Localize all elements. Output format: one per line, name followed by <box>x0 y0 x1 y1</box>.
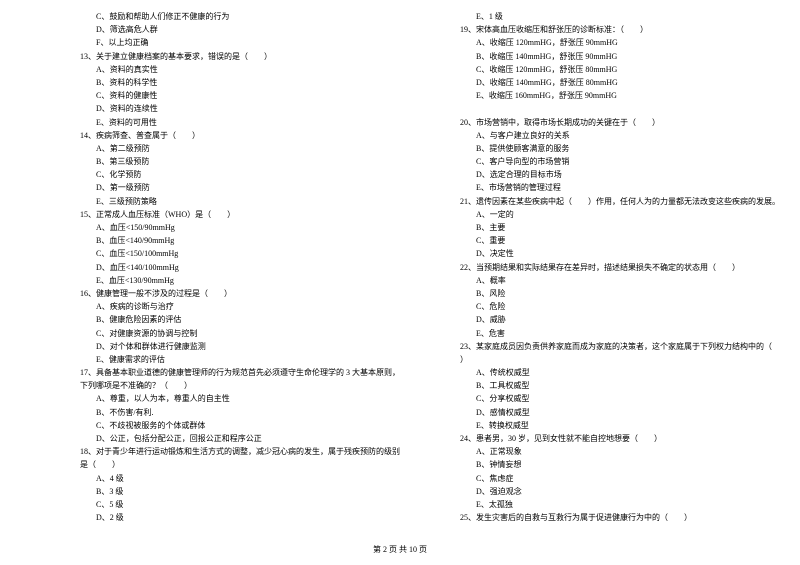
exam-line: 16、健康管理一般不涉及的过程是（ ） <box>80 287 400 300</box>
exam-line: B、第三级预防 <box>80 155 400 168</box>
exam-line: E、健康需求的评估 <box>80 353 400 366</box>
exam-line: B、血压<140/90mmHg <box>80 234 400 247</box>
exam-line: C、化学预防 <box>80 168 400 181</box>
page-footer: 第 2 页 共 10 页 <box>0 544 800 555</box>
exam-line: A、疾病的诊断与治疗 <box>80 300 400 313</box>
exam-line: A、第二级预防 <box>80 142 400 155</box>
exam-line: A、概率 <box>460 274 780 287</box>
exam-line: 15、正常成人血压标准（WHO）是（ ） <box>80 208 400 221</box>
exam-line: E、血压<130/90mmHg <box>80 274 400 287</box>
exam-line: 20、市场营销中，取得市场长期成功的关键在于（ ） <box>460 116 780 129</box>
exam-line: D、筛选高危人群 <box>80 23 400 36</box>
exam-line: C、危险 <box>460 300 780 313</box>
exam-line: D、2 级 <box>80 511 400 524</box>
exam-line: 24、患者男，30 岁，见到女性就不能自控地想要（ ） <box>460 432 780 445</box>
exam-line: E、收缩压 160mmHG，舒张压 90mmHG <box>460 89 780 102</box>
exam-line: E、转换权威型 <box>460 419 780 432</box>
exam-line: A、一定的 <box>460 208 780 221</box>
exam-line: 14、疾病筛查、普查属于（ ） <box>80 129 400 142</box>
exam-line: E、三级预防策略 <box>80 195 400 208</box>
exam-line: B、不伤害/有利. <box>80 406 400 419</box>
exam-line: 17、具备基本职业道德的健康管理师的行为规范首先必须遵守生命伦理学的 3 大基本… <box>80 366 400 379</box>
exam-line: B、钟情妄想 <box>460 458 780 471</box>
exam-line: B、工具权威型 <box>460 379 780 392</box>
exam-line: 21、遗传因素在某些疾病中起（ ）作用，任何人为的力量都无法改变这些疾病的发展。 <box>460 195 780 208</box>
exam-line: C、鼓励和帮助人们修正不健康的行为 <box>80 10 400 23</box>
exam-line: B、健康危险因素的评估 <box>80 313 400 326</box>
exam-line: C、不歧视被服务的个体或群体 <box>80 419 400 432</box>
exam-line: B、资料的科学性 <box>80 76 400 89</box>
exam-line: C、5 级 <box>80 498 400 511</box>
exam-line: E、危害 <box>460 327 780 340</box>
exam-line: A、资料的真实性 <box>80 63 400 76</box>
exam-line: D、收缩压 140mmHG，舒张压 80mmHG <box>460 76 780 89</box>
exam-line: B、主要 <box>460 221 780 234</box>
exam-line: E、太孤独 <box>460 498 780 511</box>
exam-line: D、决定性 <box>460 247 780 260</box>
exam-line: E、1 级 <box>460 10 780 23</box>
exam-line: 22、当预期结果和实际结果存在差异时，描述结果损失不确定的状态用（ ） <box>460 261 780 274</box>
exam-line: A、血压<150/90mmHg <box>80 221 400 234</box>
exam-line: B、3 级 <box>80 485 400 498</box>
exam-line: A、传统权威型 <box>460 366 780 379</box>
exam-line: A、收缩压 120mmHG，舒张压 90mmHG <box>460 36 780 49</box>
exam-line: D、对个体和群体进行健康监测 <box>80 340 400 353</box>
exam-line: E、市场营销的管理过程 <box>460 181 780 194</box>
exam-line: A、与客户建立良好的关系 <box>460 129 780 142</box>
exam-line: A、4 级 <box>80 472 400 485</box>
left-column: C、鼓励和帮助人们修正不健康的行为D、筛选高危人群F、以上均正确13、关于建立健… <box>80 10 400 524</box>
exam-line: 19、宋体高血压收缩压和舒张压的诊断标准：（ ） <box>460 23 780 36</box>
exam-line: B、风险 <box>460 287 780 300</box>
exam-line: 是（ ） <box>80 458 400 471</box>
exam-line: ） <box>460 353 780 366</box>
exam-line: C、分享权威型 <box>460 392 780 405</box>
exam-line: 13、关于建立健康档案的基本要求，错误的是（ ） <box>80 50 400 63</box>
exam-line: E、资料的可用性 <box>80 116 400 129</box>
exam-line: A、尊重，以人为本，尊重人的自主性 <box>80 392 400 405</box>
exam-line: 25、发生灾害后的自救与互救行为属于促进健康行为中的（ ） <box>460 511 780 524</box>
page-content: C、鼓励和帮助人们修正不健康的行为D、筛选高危人群F、以上均正确13、关于建立健… <box>0 0 800 524</box>
exam-line: C、对健康资源的协调与控制 <box>80 327 400 340</box>
exam-line: C、收缩压 120mmHG，舒张压 80mmHG <box>460 63 780 76</box>
exam-line <box>460 102 780 115</box>
exam-line: D、强迫观念 <box>460 485 780 498</box>
exam-line: 18、对于青少年进行运动锻炼和生活方式的调整，减少冠心病的发生，属于残疾预防的级… <box>80 445 400 458</box>
exam-line: F、以上均正确 <box>80 36 400 49</box>
exam-line: D、资料的连续性 <box>80 102 400 115</box>
exam-line: D、感情权威型 <box>460 406 780 419</box>
exam-line: C、客户导向型的市场营销 <box>460 155 780 168</box>
exam-line: B、收缩压 140mmHG，舒张压 90mmHG <box>460 50 780 63</box>
exam-line: C、血压<150/100mmHg <box>80 247 400 260</box>
exam-line: C、资料的健康性 <box>80 89 400 102</box>
exam-line: D、威胁 <box>460 313 780 326</box>
exam-line: C、焦虑症 <box>460 472 780 485</box>
exam-line: D、第一级预防 <box>80 181 400 194</box>
right-column: E、1 级19、宋体高血压收缩压和舒张压的诊断标准：（ ）A、收缩压 120mm… <box>460 10 780 524</box>
exam-line: 下列哪项是不准确的？（ ） <box>80 379 400 392</box>
exam-line: A、正常现象 <box>460 445 780 458</box>
exam-line: D、选定合理的目标市场 <box>460 168 780 181</box>
exam-line: D、血压<140/100mmHg <box>80 261 400 274</box>
exam-line: 23、某家庭成员因负责供养家庭而成为家庭的决策者，这个家庭属于下列权力结构中的（ <box>460 340 780 353</box>
exam-line: C、重要 <box>460 234 780 247</box>
exam-line: D、公正，包括分配公正，回报公正和程序公正 <box>80 432 400 445</box>
exam-line: B、提供使顾客满意的服务 <box>460 142 780 155</box>
